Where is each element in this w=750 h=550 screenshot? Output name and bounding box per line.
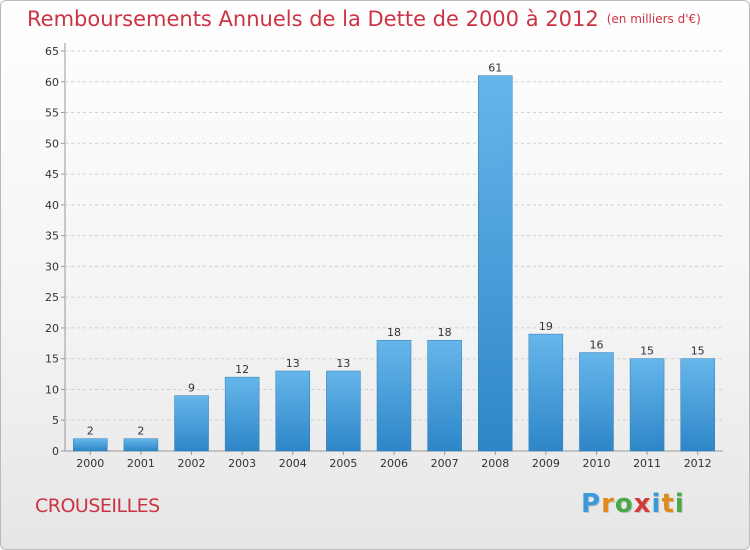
y-tick-label: 20 [45,322,59,335]
data-label: 15 [691,345,705,358]
y-tick-label: 35 [45,230,59,243]
x-tick-label: 2007 [431,457,459,470]
y-tick-label: 0 [52,445,59,458]
y-tick-label: 65 [45,45,59,58]
data-label: 15 [640,345,654,358]
y-tick-label: 15 [45,353,59,366]
x-tick-label: 2010 [582,457,610,470]
x-tick-label: 2009 [532,457,560,470]
y-tick-label: 25 [45,291,59,304]
bar [326,370,361,452]
bar [224,376,260,452]
bar [174,395,209,452]
logo-letter: i [674,489,685,519]
logo-letter: i [651,489,662,519]
commune-name: CROUSEILLES [35,495,160,517]
chart-title-text: Remboursements Annuels de la Dette de 20… [27,7,599,31]
x-tick-label: 2005 [329,457,357,470]
chart-title: Remboursements Annuels de la Dette de 20… [27,7,701,31]
x-tick-label: 2006 [380,457,408,470]
data-label: 18 [387,326,401,339]
x-tick-label: 2003 [228,457,256,470]
data-label: 61 [488,62,502,75]
logo-letter: P [581,489,602,519]
data-label: 2 [137,425,144,438]
y-tick-label: 5 [52,414,59,427]
y-tick-label: 55 [45,107,59,120]
y-tick-label: 45 [45,168,59,181]
x-tick-label: 2001 [127,457,155,470]
y-tick-label: 30 [45,260,59,273]
labels: 0 5 10 15 20 25 30 35 40 45 50 55 60 65 2 2000 2 2001 9 200… [45,45,712,470]
bar [579,352,614,452]
data-label: 16 [589,339,603,352]
bar [477,75,513,452]
bar [275,370,311,452]
data-label: 13 [286,357,300,370]
logo-letter: r [601,489,615,519]
data-label: 18 [438,326,452,339]
x-tick-label: 2002 [178,457,206,470]
proxiti-logo: Proxiti [581,489,685,519]
data-label: 12 [235,363,249,376]
bar [680,358,715,452]
x-tick-label: 2000 [76,457,104,470]
data-label: 2 [87,425,94,438]
bar [73,438,108,452]
bar [629,358,665,452]
y-tick-label: 60 [45,76,59,89]
x-tick-label: 2004 [279,457,307,470]
y-tick-label: 50 [45,137,59,150]
y-tick-label: 40 [45,199,59,212]
bar [376,339,412,452]
chart-unit: (en milliers d'€) [606,12,701,26]
bar [427,339,462,452]
logo-letter: o [614,489,634,519]
y-tick-label: 10 [45,383,59,396]
logo-letter: t [661,489,675,519]
data-label: 9 [188,382,195,395]
bar [528,333,564,452]
bars [73,75,715,452]
x-tick-label: 2008 [481,457,509,470]
data-label: 13 [336,357,350,370]
logo-letter: x [633,489,652,519]
x-tick-label: 2011 [633,457,661,470]
grid-lines [61,43,723,455]
data-label: 19 [539,320,553,333]
x-tick-label: 2012 [684,457,712,470]
bar [123,438,159,452]
